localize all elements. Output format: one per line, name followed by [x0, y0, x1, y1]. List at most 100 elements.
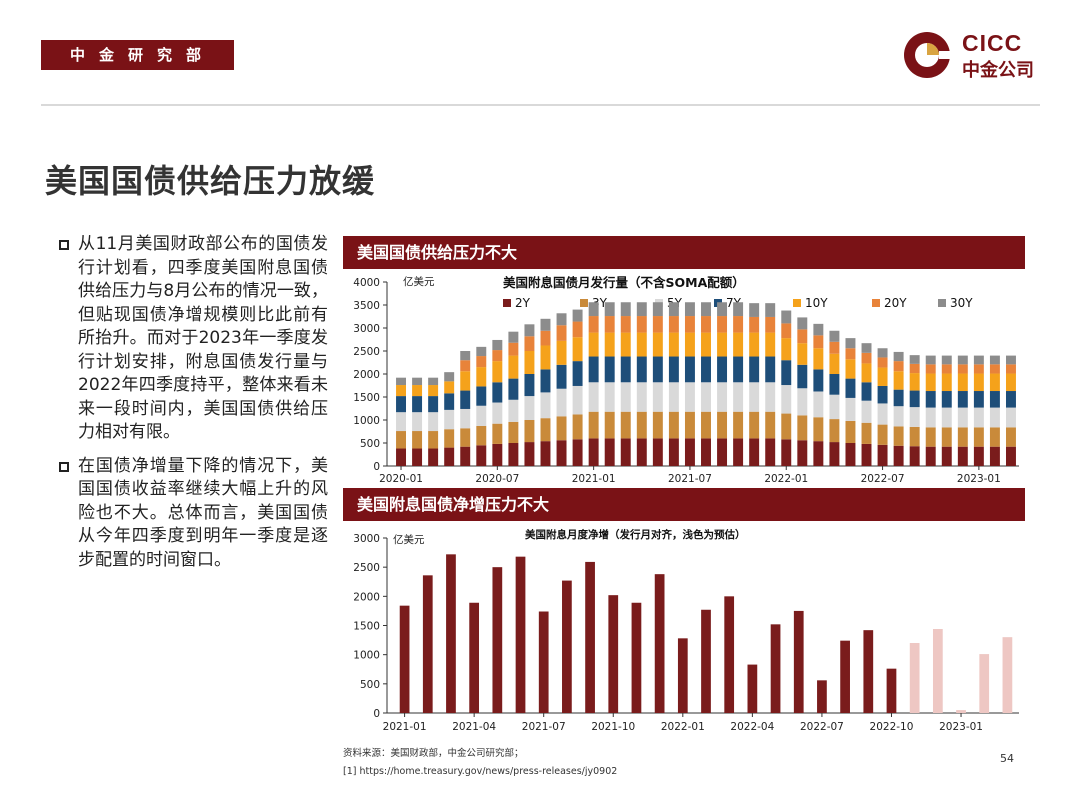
bar-actual — [654, 574, 665, 713]
bar-segment — [909, 426, 920, 447]
bar-segment — [973, 427, 984, 447]
bar-segment — [652, 411, 663, 439]
bar-segment — [909, 373, 920, 391]
net-increase-bar-chart: 0 500 1000 1500 2000 2500 3000 亿美元 美国附息月度净增（发行月对… — [353, 528, 1019, 733]
bar-segment — [989, 373, 1000, 392]
bar-estimate — [956, 710, 966, 713]
bar-estimate — [909, 643, 920, 713]
bar-segment — [861, 443, 872, 466]
bar-segment — [476, 386, 487, 406]
bar-segment — [460, 351, 471, 361]
bar-segment — [781, 338, 792, 361]
bar-segment — [701, 356, 711, 383]
bar-segment — [604, 438, 615, 466]
y-tick-label: 500 — [360, 679, 380, 691]
bar-segment — [476, 346, 487, 357]
bullet-square-icon — [59, 240, 69, 250]
bar-segment — [973, 446, 984, 466]
bar-segment — [973, 373, 984, 392]
bar-segment — [396, 385, 407, 397]
bar-segment — [829, 341, 840, 354]
bar-segment — [476, 445, 487, 466]
bar-segment — [717, 438, 728, 466]
bar-segment — [877, 367, 888, 386]
bar-segment — [701, 411, 711, 439]
bar-segment — [893, 389, 904, 407]
logo-text-cn: 中金公司 — [962, 60, 1034, 81]
bar-segment — [909, 446, 920, 466]
bar-segment — [925, 407, 936, 428]
bar-segment — [412, 385, 423, 397]
bar-segment — [973, 355, 984, 365]
bar-segment — [524, 396, 535, 420]
legend-label: 2Y — [515, 296, 531, 310]
bar-segment — [957, 355, 968, 365]
bar-segment — [636, 411, 647, 439]
bar-actual — [562, 580, 572, 713]
bar-segment — [540, 441, 551, 466]
bar-segment — [492, 361, 503, 383]
bar-actual — [793, 610, 804, 713]
bar-segment — [781, 323, 792, 339]
y-tick-label: 2500 — [353, 346, 380, 358]
bar-segment — [797, 329, 808, 344]
bar-segment — [588, 382, 599, 412]
bar-segment — [717, 316, 728, 333]
bar-segment — [957, 373, 968, 392]
bar-segment — [460, 428, 471, 447]
bar-segment — [733, 438, 744, 466]
bar-segment — [733, 382, 744, 412]
bar-segment — [412, 431, 423, 449]
footnote-link[interactable]: [1] https://home.treasury.gov/news/press… — [343, 766, 618, 777]
bar-segment — [668, 316, 679, 333]
bar-segment — [540, 330, 551, 346]
bar-segment — [749, 303, 760, 317]
x-tick-label: 2020-07 — [475, 473, 519, 485]
bar-segment — [620, 438, 631, 466]
bar-actual — [608, 595, 619, 713]
bar-estimate — [1002, 637, 1013, 713]
bar-segment — [989, 407, 1000, 428]
bar-segment — [556, 340, 567, 365]
bar-segment — [492, 423, 503, 444]
bar-segment — [989, 355, 1000, 365]
legend-swatch — [503, 299, 511, 307]
x-tick-label: 2021-01 — [572, 473, 616, 485]
bar-segment — [428, 385, 439, 397]
bar-segment — [604, 332, 615, 357]
bar-segment — [957, 364, 968, 374]
page-number: 54 — [1000, 752, 1014, 765]
bar-segment — [492, 382, 503, 403]
bar-segment — [813, 417, 824, 442]
y-tick-label: 2000 — [353, 369, 380, 381]
bar-segment — [652, 332, 663, 357]
bar-segment — [749, 332, 760, 357]
bullet-item: 从11月美国财政部公布的国债发行计划看，四季度美国附息国债供给压力与8月公布的情… — [58, 233, 328, 445]
bar-segment — [765, 316, 776, 333]
bar-actual — [817, 680, 827, 713]
bar-segment — [460, 360, 471, 372]
bar-actual — [422, 575, 433, 713]
bar-segment — [508, 421, 519, 443]
y-tick-label: 1500 — [353, 392, 380, 404]
y-tick-label: 1500 — [353, 621, 380, 633]
bar-segment — [620, 302, 631, 317]
bar-segment — [765, 382, 776, 412]
bar-segment — [524, 442, 535, 466]
bar-segment — [556, 325, 567, 341]
bar-segment — [781, 385, 792, 414]
bar-segment — [428, 431, 439, 449]
bar-segment — [396, 431, 407, 449]
bar-segment — [829, 353, 840, 374]
bar-segment — [1005, 407, 1016, 428]
bar-segment — [765, 411, 776, 439]
bar-segment — [588, 356, 599, 383]
bar-segment — [428, 412, 439, 432]
bar-segment — [652, 438, 663, 466]
bar-segment — [893, 351, 904, 362]
bar-segment — [652, 382, 663, 412]
y-tick-label: 3000 — [353, 323, 380, 335]
bar-segment — [412, 377, 423, 386]
bar-segment — [973, 364, 984, 374]
y-tick-label: 2000 — [353, 591, 380, 603]
